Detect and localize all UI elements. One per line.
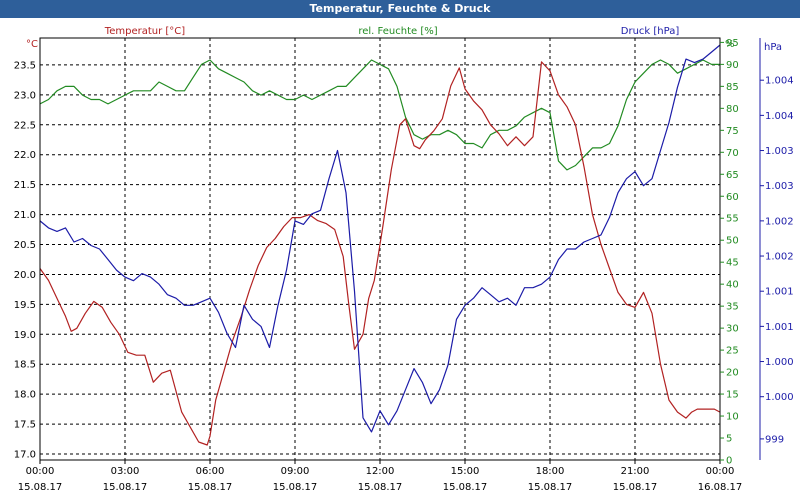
pressure-unit-label: hPa: [764, 42, 782, 53]
humidity-tick-label: 80: [726, 104, 739, 115]
temp-tick-label: 22.0: [14, 150, 36, 161]
humidity-axis-title: rel. Feuchte [%]: [358, 26, 437, 37]
humidity-tick-label: 0: [726, 456, 732, 467]
temp-tick-label: 22.5: [14, 120, 36, 131]
x-tick-time: 03:00: [111, 466, 140, 477]
pressure-tick-label: 1.001: [765, 322, 794, 333]
humidity-tick-label: 25: [726, 346, 739, 357]
humidity-unit-label: %: [725, 39, 735, 50]
humidity-tick-label: 15: [726, 390, 739, 401]
grid: [40, 38, 720, 460]
humidity-tick-label: 30: [726, 324, 739, 335]
humidity-tick-label: 70: [726, 148, 739, 159]
humidity-tick-label: 95: [726, 38, 739, 49]
x-tick-time: 21:00: [621, 466, 650, 477]
humidity-tick-label: 85: [726, 82, 739, 93]
temp-unit-label: °C: [26, 39, 38, 50]
humidity-tick-label: 65: [726, 170, 739, 181]
temp-tick-label: 20.0: [14, 270, 36, 281]
temp-tick-label: 18.5: [14, 360, 36, 371]
humidity-tick-label: 55: [726, 214, 739, 225]
pressure-tick-label: 1.000: [765, 392, 794, 403]
pressure-tick-label: 1.003: [765, 146, 794, 157]
x-tick-time: 09:00: [281, 466, 310, 477]
pressure-axis-title: Druck [hPa]: [621, 26, 680, 37]
humidity-tick-label: 45: [726, 258, 739, 269]
temp-tick-label: 21.5: [14, 180, 36, 191]
temp-tick-label: 19.5: [14, 300, 36, 311]
temp-tick-label: 18.0: [14, 390, 36, 401]
x-tick-time: 12:00: [366, 466, 395, 477]
temp-tick-label: 23.0: [14, 90, 36, 101]
x-tick-date: 15.08.17: [18, 482, 63, 493]
temperature-series-line: [39, 61, 721, 446]
x-tick-date: 15.08.17: [528, 482, 573, 493]
temp-tick-label: 20.5: [14, 240, 36, 251]
humidity-tick-label: 5: [726, 434, 732, 445]
pressure-tick-label: 1.004: [765, 76, 794, 87]
pressure-tick-label: 1.002: [765, 216, 794, 227]
x-tick-time: 06:00: [196, 466, 225, 477]
temp-axis-title: Temperatur [°C]: [104, 26, 185, 37]
humidity-tick-label: 60: [726, 192, 739, 203]
humidity-tick-label: 40: [726, 280, 739, 291]
pressure-tick-label: 1.001: [765, 287, 794, 298]
x-tick-time: 15:00: [451, 466, 480, 477]
temp-tick-label: 19.0: [14, 330, 36, 341]
x-tick-date: 15.08.17: [613, 482, 658, 493]
humidity-tick-label: 20: [726, 368, 739, 379]
humidity-tick-label: 75: [726, 126, 739, 137]
temp-tick-label: 17.0: [14, 450, 36, 461]
x-tick-date: 16.08.17: [698, 482, 743, 493]
line-chart: 17.0 17.5 18.0 18.5 19.0 19.5 20.0 20.5 21.0 21.5…: [14, 26, 794, 493]
x-tick-time: 00:00: [26, 466, 55, 477]
pressure-tick-label: 1.003: [765, 181, 794, 192]
x-tick-date: 15.08.17: [273, 482, 318, 493]
humidity-tick-label: 50: [726, 236, 739, 247]
temp-tick-label: 21.0: [14, 210, 36, 221]
series-layer: [39, 44, 721, 446]
x-tick-time: 18:00: [536, 466, 565, 477]
temp-tick-label: 23.5: [14, 60, 36, 71]
plot-frame: [39, 37, 721, 461]
pressure-series-line: [39, 44, 721, 433]
humidity-tick-label: 90: [726, 60, 739, 71]
pressure-tick-label: 999: [765, 434, 784, 445]
pressure-tick-label: 1.002: [765, 252, 794, 263]
pressure-tick-label: 1.000: [765, 357, 794, 368]
humidity-tick-label: 10: [726, 412, 739, 423]
x-tick-date: 15.08.17: [103, 482, 148, 493]
axis-labels: 17.0 17.5 18.0 18.5 19.0 19.5 20.0 20.5 21.0 21.5…: [14, 26, 794, 493]
pressure-tick-label: 1.004: [765, 111, 794, 122]
window-title: Temperatur, Feuchte & Druck: [0, 0, 800, 18]
x-tick-date: 15.08.17: [188, 482, 233, 493]
x-tick-time: 00:00: [706, 466, 735, 477]
x-tick-date: 15.08.17: [443, 482, 488, 493]
axes: [39, 37, 764, 464]
humidity-series-line: [39, 59, 720, 171]
x-tick-date: 15.08.17: [358, 482, 403, 493]
temp-tick-label: 17.5: [14, 420, 36, 431]
humidity-tick-label: 35: [726, 302, 739, 313]
